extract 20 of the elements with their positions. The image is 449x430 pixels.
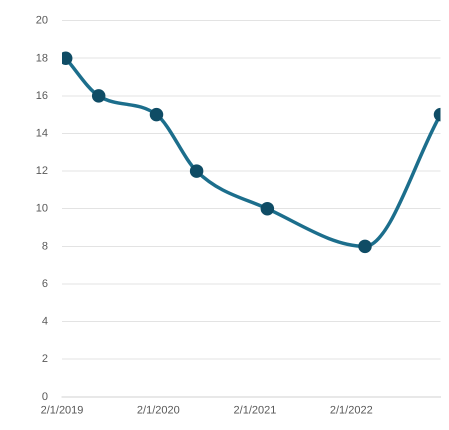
y-tick-label: 12 [36,165,48,178]
y-tick-label: 10 [36,202,48,215]
y-tick-label: 16 [36,90,48,102]
y-tick-label: 6 [42,278,48,290]
y-tick-label: 18 [36,52,48,64]
y-tick-label: 8 [42,240,48,252]
point [260,202,274,216]
y-tick-label: 2 [42,353,48,366]
x-tick-label: 2/1/2020 [136,404,180,416]
point [150,108,164,122]
y-tick-label: 0 [42,390,48,403]
y-tick-label: 20 [36,14,48,27]
x-tick-label: 2/1/2021 [234,404,276,416]
point [358,240,372,254]
x-tick-label: 2/1/2019 [40,404,84,416]
point [190,164,204,178]
y-tick-label: 4 [42,316,48,328]
point [92,89,106,103]
y-tick-label: 14 [36,127,48,140]
x-tick-label: 2/1/2022 [330,404,373,416]
